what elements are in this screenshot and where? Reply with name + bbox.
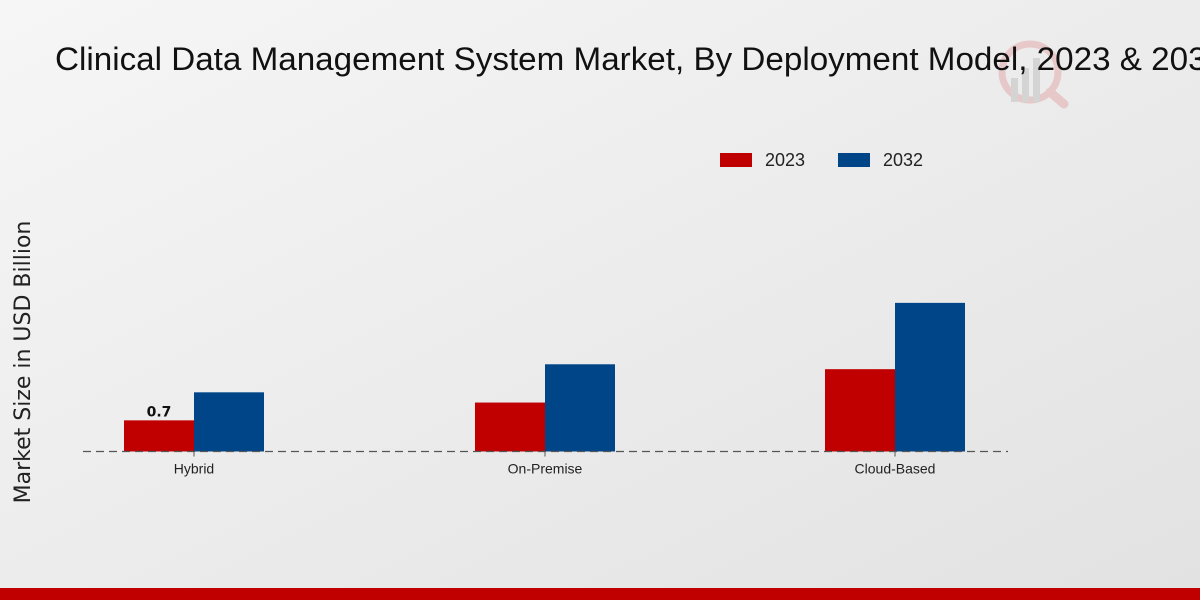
watermark-logo-icon bbox=[998, 40, 1069, 109]
bar-2023-cloud-based bbox=[825, 369, 895, 452]
bars: 0.7 bbox=[124, 302, 965, 452]
bar-2023-on-premise bbox=[475, 402, 545, 452]
legend: 2023 2032 bbox=[720, 150, 923, 170]
y-axis-label: Market Size in USD Billion bbox=[11, 221, 36, 504]
x-tick-label: On-Premise bbox=[508, 461, 583, 477]
data-label: 0.7 bbox=[147, 404, 172, 420]
x-axis-ticks: Hybrid On-Premise Cloud-Based bbox=[174, 451, 936, 477]
bar-2032-hybrid bbox=[194, 392, 264, 452]
footer-band bbox=[0, 588, 1200, 600]
bar-2023-hybrid bbox=[124, 420, 194, 452]
legend-swatch-2032 bbox=[838, 153, 870, 167]
x-tick-label: Hybrid bbox=[174, 461, 214, 477]
legend-swatch-2023 bbox=[720, 153, 752, 167]
legend-label-2032: 2032 bbox=[883, 150, 923, 170]
bar-2032-cloud-based bbox=[895, 302, 965, 452]
x-tick-label: Cloud-Based bbox=[855, 461, 936, 477]
legend-label-2023: 2023 bbox=[765, 150, 805, 170]
bar-2032-on-premise bbox=[545, 364, 615, 452]
chart-title: Clinical Data Management System Market, … bbox=[55, 41, 1200, 77]
